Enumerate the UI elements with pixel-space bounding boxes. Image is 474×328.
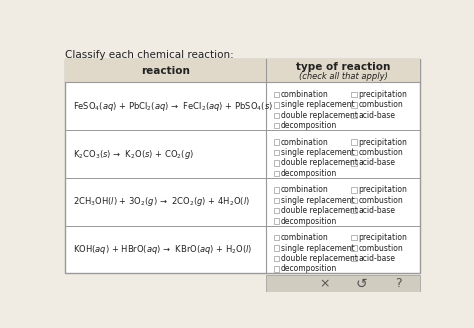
Text: precipitation: precipitation — [358, 185, 407, 195]
Bar — [274, 139, 279, 145]
Bar — [351, 102, 356, 108]
Text: combination: combination — [281, 138, 328, 147]
Bar — [274, 266, 279, 272]
Text: double replacement: double replacement — [281, 254, 357, 263]
Bar — [274, 160, 279, 166]
Bar — [274, 218, 279, 224]
Bar — [65, 59, 420, 274]
Text: decomposition: decomposition — [281, 264, 337, 273]
Bar — [351, 150, 356, 155]
Text: reaction: reaction — [141, 66, 190, 76]
Bar — [274, 187, 279, 193]
Text: acid-base: acid-base — [358, 206, 395, 215]
Text: single replacement: single replacement — [281, 243, 355, 253]
Text: double replacement: double replacement — [281, 158, 357, 168]
Bar — [274, 245, 279, 251]
Text: K$_2$CO$_3$($s$) →  K$_2$O($s$) + CO$_2$($g$): K$_2$CO$_3$($s$) → K$_2$O($s$) + CO$_2$(… — [73, 148, 194, 161]
Text: combustion: combustion — [358, 243, 403, 253]
Text: decomposition: decomposition — [281, 216, 337, 226]
Bar — [351, 245, 356, 251]
Bar — [274, 102, 279, 108]
Bar — [351, 208, 356, 214]
Bar — [351, 113, 356, 118]
Bar — [65, 59, 420, 82]
Text: (check all that apply): (check all that apply) — [299, 72, 388, 81]
Text: single replacement: single replacement — [281, 100, 355, 109]
Bar — [274, 171, 279, 176]
Text: decomposition: decomposition — [281, 121, 337, 130]
Bar — [351, 235, 356, 240]
Text: combustion: combustion — [358, 196, 403, 205]
Text: acid-base: acid-base — [358, 254, 395, 263]
Bar — [266, 275, 420, 292]
Bar — [274, 256, 279, 261]
Bar — [274, 92, 279, 97]
Bar — [274, 235, 279, 240]
Text: ↺: ↺ — [356, 277, 367, 291]
Text: Classify each chemical reaction:: Classify each chemical reaction: — [65, 50, 234, 60]
Text: combination: combination — [281, 90, 328, 99]
Text: type of reaction: type of reaction — [296, 62, 391, 72]
Text: decomposition: decomposition — [281, 169, 337, 178]
Bar — [274, 197, 279, 203]
Bar — [274, 113, 279, 118]
Text: acid-base: acid-base — [358, 111, 395, 120]
Text: double replacement: double replacement — [281, 111, 357, 120]
Bar — [351, 197, 356, 203]
Text: combustion: combustion — [358, 100, 403, 109]
Bar — [351, 256, 356, 261]
Text: combination: combination — [281, 233, 328, 242]
Bar — [351, 160, 356, 166]
Text: combustion: combustion — [358, 148, 403, 157]
Text: 2CH$_3$OH($l$) + 3O$_2$($g$) →  2CO$_2$($g$) + 4H$_2$O($l$): 2CH$_3$OH($l$) + 3O$_2$($g$) → 2CO$_2$($… — [73, 195, 250, 208]
Text: KOH($aq$) + HBrO($aq$) →  KBrO($aq$) + H$_2$O($l$): KOH($aq$) + HBrO($aq$) → KBrO($aq$) + H$… — [73, 243, 253, 256]
Bar — [274, 123, 279, 128]
Text: ×: × — [319, 277, 330, 290]
Text: ?: ? — [395, 277, 402, 290]
Text: single replacement: single replacement — [281, 196, 355, 205]
Bar — [351, 187, 356, 193]
Bar — [351, 92, 356, 97]
Text: combination: combination — [281, 185, 328, 195]
Text: single replacement: single replacement — [281, 148, 355, 157]
Text: precipitation: precipitation — [358, 90, 407, 99]
Bar — [351, 139, 356, 145]
Bar — [274, 150, 279, 155]
Text: double replacement: double replacement — [281, 206, 357, 215]
Text: precipitation: precipitation — [358, 233, 407, 242]
Text: acid-base: acid-base — [358, 158, 395, 168]
Bar — [274, 208, 279, 214]
Text: FeSO$_4$($aq$) + PbCl$_2$($aq$) →  FeCl$_2$($aq$) + PbSO$_4$($s$): FeSO$_4$($aq$) + PbCl$_2$($aq$) → FeCl$_… — [73, 100, 273, 113]
Text: precipitation: precipitation — [358, 138, 407, 147]
